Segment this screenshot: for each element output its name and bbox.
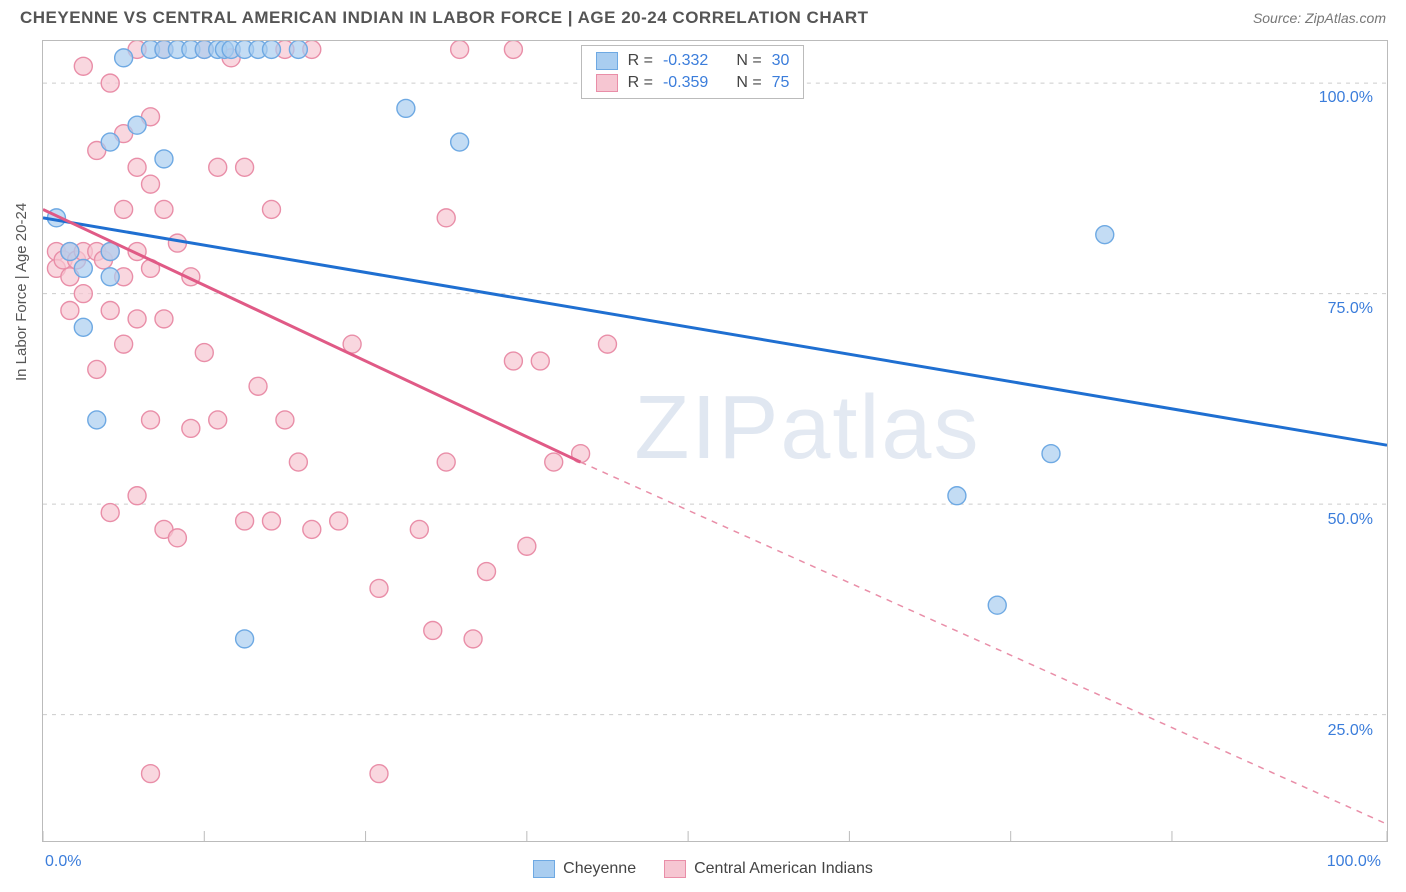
swatch-cai-bottom xyxy=(664,860,686,878)
r-label: R = xyxy=(628,74,653,92)
n-label: N = xyxy=(736,74,761,92)
n-value-cheyenne: 30 xyxy=(772,52,790,70)
source-attribution: Source: ZipAtlas.com xyxy=(1253,10,1386,26)
n-value-cai: 75 xyxy=(772,74,790,92)
legend-row-cheyenne: R = -0.332 N = 30 xyxy=(596,50,790,72)
chart-plot-area: In Labor Force | Age 20-24 ZIPatlas R = … xyxy=(42,40,1388,842)
n-label: N = xyxy=(736,52,761,70)
series-legend: Cheyenne Central American Indians xyxy=(0,860,1406,878)
legend-label-cheyenne: Cheyenne xyxy=(563,860,636,878)
y-tick-label: 100.0% xyxy=(1319,89,1373,107)
swatch-cai xyxy=(596,74,618,92)
swatch-cheyenne-bottom xyxy=(533,860,555,878)
r-label: R = xyxy=(628,52,653,70)
y-tick-label: 50.0% xyxy=(1328,511,1373,529)
r-value-cai: -0.359 xyxy=(663,74,708,92)
swatch-cheyenne xyxy=(596,52,618,70)
legend-item-cheyenne: Cheyenne xyxy=(533,860,636,878)
legend-row-cai: R = -0.359 N = 75 xyxy=(596,72,790,94)
chart-svg xyxy=(43,41,1387,841)
correlation-legend-box: R = -0.332 N = 30 R = -0.359 N = 75 xyxy=(581,45,805,99)
legend-label-cai: Central American Indians xyxy=(694,860,873,878)
chart-title: CHEYENNE VS CENTRAL AMERICAN INDIAN IN L… xyxy=(20,8,869,28)
r-value-cheyenne: -0.332 xyxy=(663,52,708,70)
legend-item-cai: Central American Indians xyxy=(664,860,873,878)
y-tick-label: 75.0% xyxy=(1328,300,1373,318)
y-axis-label: In Labor Force | Age 20-24 xyxy=(13,203,30,381)
y-tick-label: 25.0% xyxy=(1328,722,1373,740)
